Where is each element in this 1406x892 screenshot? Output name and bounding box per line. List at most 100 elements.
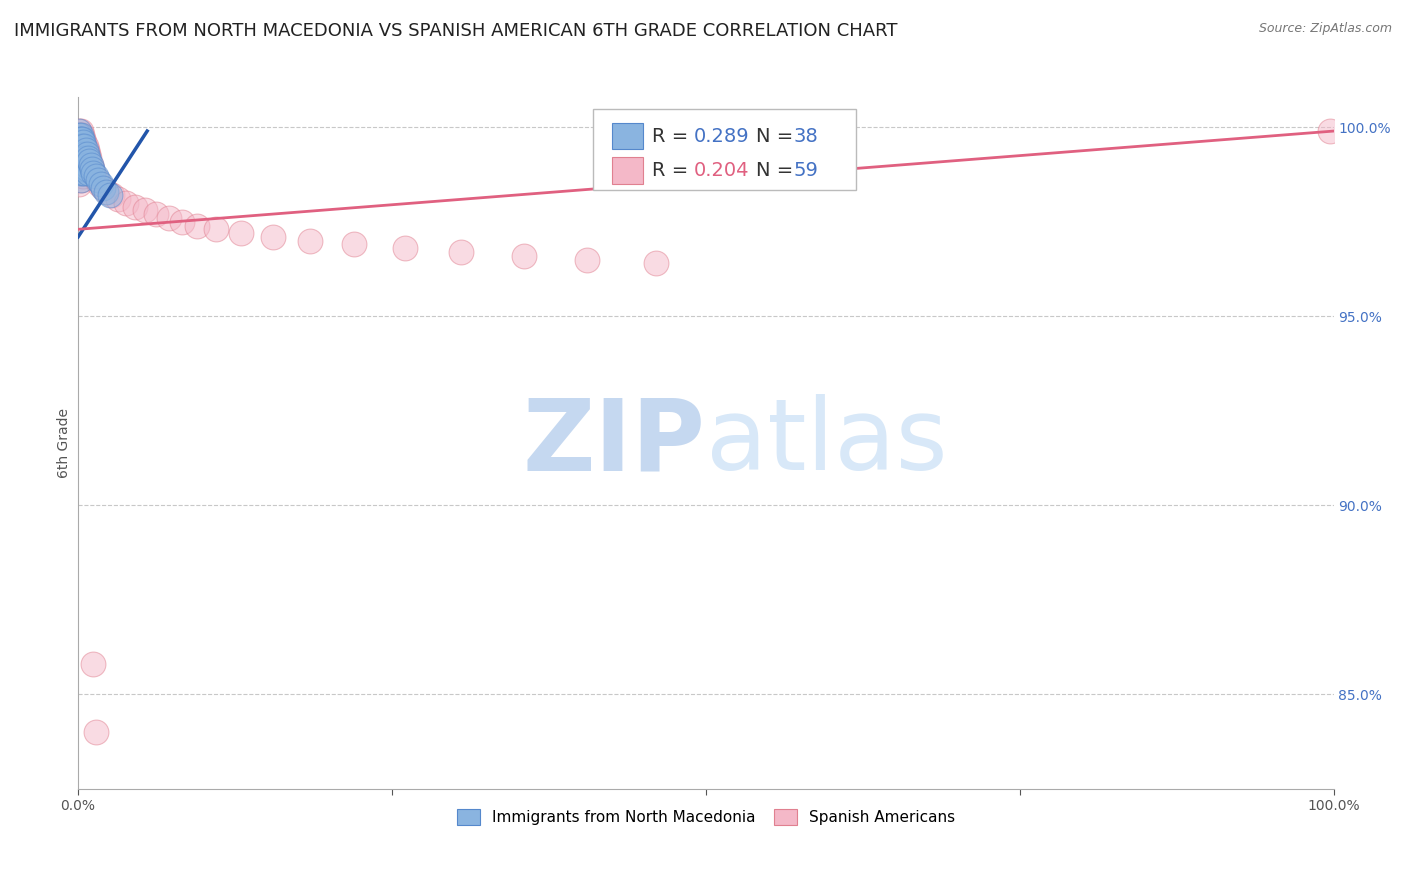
Text: atlas: atlas: [706, 394, 948, 491]
Point: [124, 200, 146, 214]
Point: [72, 154, 94, 169]
Text: Source: ZipAtlas.com: Source: ZipAtlas.com: [1258, 22, 1392, 36]
Point: [77, 166, 100, 180]
Point: [79, 158, 101, 172]
Point: [231, 226, 253, 240]
Point: [69, 131, 91, 145]
Point: [69, 124, 91, 138]
Point: [299, 234, 322, 248]
Point: [72, 146, 94, 161]
Point: [76, 161, 98, 176]
Point: [73, 161, 96, 176]
Point: [84, 169, 107, 184]
Point: [72, 143, 94, 157]
Point: [87, 173, 110, 187]
Point: [73, 166, 96, 180]
Point: [77, 161, 100, 176]
Point: [91, 180, 114, 194]
Point: [73, 136, 96, 150]
Point: [67, 136, 90, 150]
Point: [67, 131, 90, 145]
Point: [82, 166, 104, 180]
Text: 59: 59: [794, 161, 818, 180]
Point: [75, 158, 97, 172]
Point: [96, 185, 118, 199]
Text: N =: N =: [756, 127, 800, 145]
Point: [75, 166, 97, 180]
Point: [70, 146, 93, 161]
Point: [134, 203, 156, 218]
Point: [107, 192, 129, 206]
Point: [67, 128, 90, 142]
Point: [79, 151, 101, 165]
Point: [89, 177, 111, 191]
Point: [70, 139, 93, 153]
Point: [101, 188, 124, 202]
Point: [73, 146, 96, 161]
Point: [72, 136, 94, 150]
Point: [75, 143, 97, 157]
Point: [70, 166, 93, 180]
Y-axis label: 6th Grade: 6th Grade: [58, 408, 72, 478]
Legend: Immigrants from North Macedonia, Spanish Americans: Immigrants from North Macedonia, Spanish…: [449, 802, 963, 833]
Point: [72, 131, 94, 145]
Text: ZIP: ZIP: [523, 394, 706, 491]
Point: [67, 151, 90, 165]
Point: [73, 151, 96, 165]
Point: [70, 128, 93, 142]
Text: IMMIGRANTS FROM NORTH MACEDONIA VS SPANISH AMERICAN 6TH GRADE CORRELATION CHART: IMMIGRANTS FROM NORTH MACEDONIA VS SPANI…: [14, 22, 897, 40]
Point: [79, 154, 101, 169]
Point: [450, 244, 472, 259]
Point: [77, 151, 100, 165]
Point: [70, 151, 93, 165]
Point: [82, 166, 104, 180]
Point: [114, 195, 136, 210]
Point: [69, 158, 91, 172]
Point: [343, 237, 366, 252]
Point: [69, 173, 91, 187]
Text: 0.289: 0.289: [693, 127, 749, 145]
Point: [262, 230, 284, 244]
Point: [172, 215, 194, 229]
Point: [67, 124, 90, 138]
Point: [80, 161, 103, 176]
Point: [69, 131, 91, 145]
Point: [76, 143, 98, 157]
Point: [79, 158, 101, 172]
Point: [69, 139, 91, 153]
Point: [69, 139, 91, 153]
Point: [86, 173, 108, 187]
Point: [83, 169, 105, 184]
FancyBboxPatch shape: [612, 123, 643, 149]
Point: [80, 161, 103, 176]
Point: [84, 724, 107, 739]
Point: [157, 211, 180, 225]
Point: [186, 219, 208, 233]
Point: [67, 128, 90, 142]
Text: R =: R =: [652, 161, 695, 180]
Point: [73, 139, 96, 153]
Point: [67, 151, 90, 165]
FancyBboxPatch shape: [612, 157, 643, 184]
Point: [1319, 124, 1341, 138]
Point: [98, 188, 121, 202]
Point: [94, 185, 117, 199]
Point: [72, 169, 94, 184]
Point: [67, 124, 90, 138]
Point: [75, 151, 97, 165]
Text: N =: N =: [756, 161, 800, 180]
Point: [76, 146, 98, 161]
Point: [70, 166, 93, 180]
Point: [72, 161, 94, 176]
Point: [69, 146, 91, 161]
Point: [90, 177, 112, 191]
Point: [70, 131, 93, 145]
Point: [75, 139, 97, 153]
Point: [69, 173, 91, 187]
Point: [575, 252, 598, 267]
Point: [82, 657, 104, 671]
Point: [91, 180, 114, 194]
Point: [513, 249, 536, 263]
Point: [67, 136, 90, 150]
FancyBboxPatch shape: [593, 109, 856, 190]
